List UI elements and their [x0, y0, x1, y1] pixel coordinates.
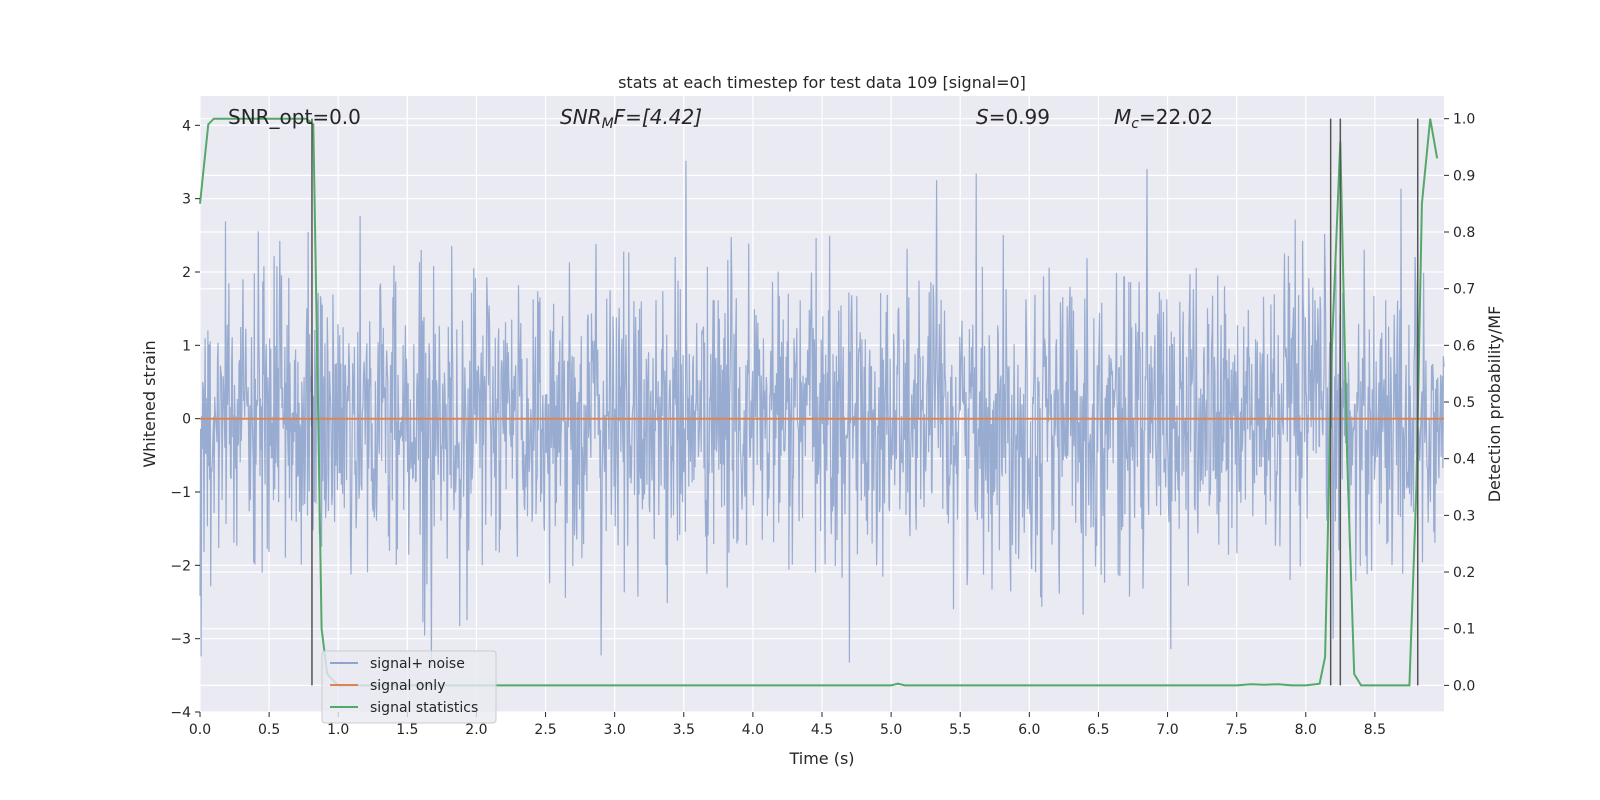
y-tick-labels: 4 3 2 1 0 −1 −2 −3 −4: [170, 118, 200, 721]
annotation-s-suffix: =0.99: [989, 105, 1050, 129]
y-tick-label-3: 3: [182, 192, 191, 208]
y2-tick-labels: 1.0 0.9 0.8 0.7 0.6 0.5 0.4 0.3 0.2 0.1 0.0: [1444, 112, 1475, 694]
y2-tick-label-0.7: 0.7: [1453, 282, 1475, 298]
x-tick-label-0.5: 0.5: [258, 722, 280, 738]
noise-trace: [199, 160, 1445, 667]
y-axis-label: Whitened strain: [140, 340, 159, 467]
y2-tick-label-0.5: 0.5: [1453, 395, 1475, 411]
y2-tick-label-1: 1.0: [1453, 112, 1475, 128]
x-tick-label-3: 3.0: [604, 722, 626, 738]
y-tick-label-1: 1: [182, 338, 191, 354]
annotation-snr-mf-sub: M: [602, 116, 614, 132]
y2-tick-label-0.1: 0.1: [1453, 622, 1475, 638]
x-tick-label-0: 0.0: [189, 722, 211, 738]
annotation-snr-mf-suffix: F=[4.42]: [614, 105, 702, 129]
y-tick-label--4: −4: [170, 705, 191, 721]
annotation-snr-opt: SNR_opt=0.0: [228, 105, 361, 129]
y-tick-label-4: 4: [182, 118, 191, 134]
y-tick-label-0: 0: [182, 412, 191, 428]
y2-tick-label-0.3: 0.3: [1453, 508, 1475, 524]
x-tick-label-7.5: 7.5: [1226, 722, 1248, 738]
y2-tick-label-0.4: 0.4: [1453, 452, 1475, 468]
y-tick-label--2: −2: [170, 558, 191, 574]
y2-tick-label-0.8: 0.8: [1453, 225, 1475, 241]
y2-tick-label-0.2: 0.2: [1453, 565, 1475, 581]
x-axis-label: Time (s): [788, 749, 854, 768]
x-tick-label-4.5: 4.5: [811, 722, 833, 738]
chart-title: stats at each timestep for test data 109…: [618, 73, 1026, 92]
x-tick-labels: 0.0 0.5 1.0 1.5 2.0 2.5 3.0 3.5 4.0 4.5 5.0 5.5 6.0 6…: [189, 712, 1386, 738]
annotation-mc-sub: c: [1131, 116, 1139, 132]
y-tick-label--1: −1: [170, 485, 191, 501]
series-line-1: [199, 117, 1439, 687]
y2-tick-label-0: 0.0: [1453, 678, 1475, 694]
x-tick-label-6.5: 6.5: [1087, 722, 1109, 738]
y2-tick-label-0.6: 0.6: [1453, 338, 1475, 354]
x-tick-label-1.5: 1.5: [396, 722, 418, 738]
x-tick-label-1: 1.0: [327, 722, 349, 738]
legend-label-signal-only: signal only: [370, 678, 445, 694]
x-tick-label-5.5: 5.5: [949, 722, 971, 738]
legend-label-noise: signal+ noise: [370, 656, 465, 672]
series-lines: [199, 117, 1444, 687]
y2-axis-label: Detection probability/MF: [1485, 306, 1504, 503]
x-tick-label-5: 5.0: [880, 722, 902, 738]
x-tick-label-8.5: 8.5: [1364, 722, 1386, 738]
x-tick-label-7: 7.0: [1156, 722, 1178, 738]
annotation-snr-mf: SNRMF=[4.42]: [560, 105, 702, 132]
y-tick-label-2: 2: [182, 265, 191, 281]
legend: signal+ noise signal only signal statist…: [321, 650, 497, 724]
x-tick-label-2: 2.0: [465, 722, 487, 738]
annotation-mc-prefix: M: [1114, 105, 1131, 129]
annotation-mc: Mc=22.02: [1114, 105, 1213, 132]
vertical-lines: [311, 118, 1419, 686]
x-tick-label-2.5: 2.5: [534, 722, 556, 738]
x-tick-label-6: 6.0: [1018, 722, 1040, 738]
y-tick-label--3: −3: [170, 632, 191, 648]
legend-box: [321, 650, 497, 724]
annotation-mc-suffix: =22.02: [1139, 105, 1213, 129]
x-tick-label-4: 4.0: [742, 722, 764, 738]
annotation-snr-mf-prefix: SNR: [560, 105, 602, 129]
legend-label-signal-statistics: signal statistics: [370, 700, 478, 716]
series-signal-noise: [199, 160, 1445, 667]
x-tick-label-3.5: 3.5: [673, 722, 695, 738]
annotation-s: S=0.99: [976, 105, 1050, 129]
y2-tick-label-0.9: 0.9: [1453, 168, 1475, 184]
x-tick-label-8: 8.0: [1295, 722, 1317, 738]
annotation-s-prefix: S: [976, 105, 989, 129]
